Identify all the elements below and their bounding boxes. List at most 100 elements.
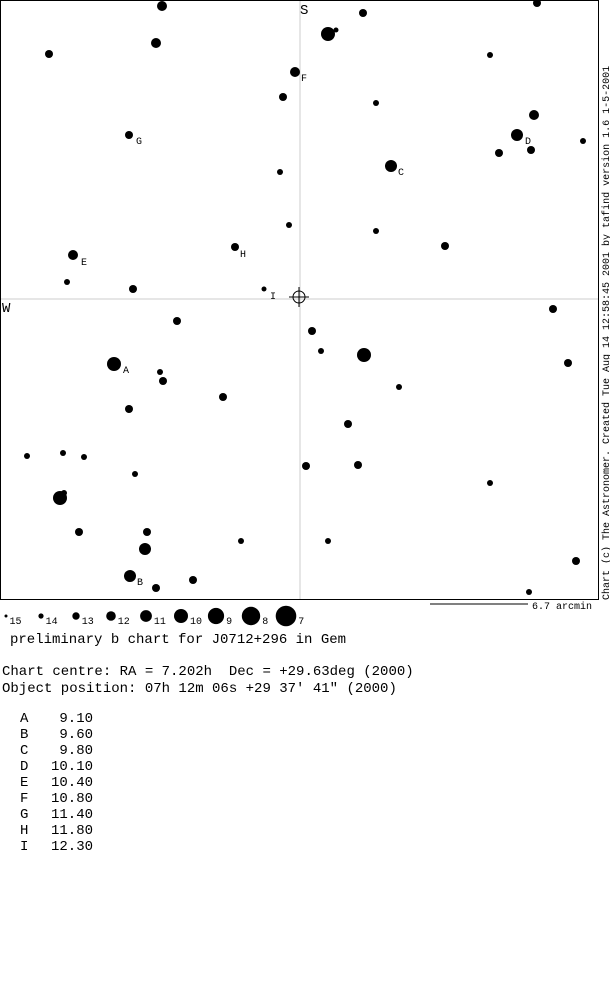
sequence-mag: 9.60 bbox=[59, 727, 93, 743]
legend-dot bbox=[72, 612, 80, 620]
star bbox=[124, 570, 136, 582]
star bbox=[396, 384, 402, 390]
star bbox=[151, 38, 161, 48]
star bbox=[24, 453, 30, 459]
star bbox=[61, 490, 67, 496]
legend-dot bbox=[275, 605, 297, 627]
star bbox=[321, 27, 335, 41]
star bbox=[75, 528, 83, 536]
star bbox=[580, 138, 586, 144]
star-label: F bbox=[301, 74, 307, 85]
star bbox=[152, 584, 160, 592]
star bbox=[527, 146, 535, 154]
star-label: C bbox=[398, 168, 404, 179]
legend-dot bbox=[140, 610, 152, 622]
legend-dot bbox=[38, 613, 44, 619]
star bbox=[526, 589, 532, 595]
star bbox=[139, 543, 151, 555]
star bbox=[189, 576, 197, 584]
sequence-id: I bbox=[20, 839, 28, 855]
star bbox=[354, 461, 362, 469]
star bbox=[441, 242, 449, 250]
star bbox=[107, 357, 121, 371]
star bbox=[511, 129, 523, 141]
legend-label: 9 bbox=[226, 617, 232, 628]
star bbox=[143, 528, 151, 536]
chart-centre: Chart centre: RA = 7.202h Dec = +29.63de… bbox=[2, 664, 414, 680]
star bbox=[564, 359, 572, 367]
sequence-mag: 9.10 bbox=[59, 711, 93, 727]
star-label: G bbox=[136, 137, 142, 148]
magnitude-legend: 15 14 13 12 11 10 9 8 7 bbox=[4, 605, 304, 628]
sequence-mag: 9.80 bbox=[59, 743, 93, 759]
object-position: Object position: 07h 12m 06s +29 37′ 41"… bbox=[2, 681, 397, 697]
title: preliminary b chart for J0712+296 in Gem bbox=[10, 632, 346, 648]
sequence-mag: 12.30 bbox=[51, 839, 93, 855]
sequence-id: E bbox=[20, 775, 28, 791]
star bbox=[373, 100, 379, 106]
star bbox=[373, 228, 379, 234]
star bbox=[308, 327, 316, 335]
star bbox=[549, 305, 557, 313]
star-label: D bbox=[525, 137, 531, 148]
sequence-id: H bbox=[20, 823, 28, 839]
sequence-mag: 10.40 bbox=[51, 775, 93, 791]
sequence-id: C bbox=[20, 743, 28, 759]
star bbox=[157, 1, 167, 11]
sequence-id: A bbox=[20, 711, 29, 727]
star bbox=[572, 557, 580, 565]
legend-label: 10 bbox=[190, 617, 202, 628]
legend-dot bbox=[207, 607, 225, 625]
sequence-id: G bbox=[20, 807, 28, 823]
star bbox=[495, 149, 503, 157]
chart-frame bbox=[0, 0, 599, 600]
star-label: H bbox=[240, 250, 246, 261]
sequence-id: D bbox=[20, 759, 28, 775]
sequence-mag: 10.10 bbox=[51, 759, 93, 775]
sequence-table: A 9.10 B 9.60 C 9.80 D 10.10 E 10.40 F 10.80 G 11.40 H… bbox=[20, 711, 93, 855]
star bbox=[357, 348, 371, 362]
star bbox=[318, 348, 324, 354]
star bbox=[533, 0, 541, 7]
sequence-id: F bbox=[20, 791, 28, 807]
legend-dot bbox=[106, 611, 116, 621]
legend-dot bbox=[4, 614, 8, 618]
sequence-mag: 11.80 bbox=[51, 823, 93, 839]
star-label: I bbox=[270, 292, 276, 303]
legend-label: 12 bbox=[118, 617, 130, 628]
star bbox=[487, 480, 493, 486]
target-marker bbox=[289, 287, 309, 307]
star bbox=[159, 377, 167, 385]
star-label: A bbox=[123, 366, 129, 377]
legend-label: 14 bbox=[46, 617, 58, 628]
legend-dot bbox=[174, 609, 188, 623]
star bbox=[529, 110, 539, 120]
star bbox=[344, 420, 352, 428]
legend-label: 7 bbox=[298, 617, 304, 628]
star bbox=[231, 243, 239, 251]
star bbox=[261, 286, 267, 292]
star bbox=[279, 93, 287, 101]
legend-label: 13 bbox=[82, 617, 94, 628]
top-direction: S bbox=[300, 3, 308, 19]
star bbox=[45, 50, 53, 58]
star bbox=[487, 52, 493, 58]
stars bbox=[24, 0, 586, 595]
star bbox=[81, 454, 87, 460]
star bbox=[286, 222, 292, 228]
legend-dot bbox=[241, 606, 261, 626]
star bbox=[129, 285, 137, 293]
star bbox=[68, 250, 78, 260]
star-labels: A B C D E F G H I bbox=[81, 74, 531, 589]
star bbox=[325, 538, 331, 544]
star bbox=[238, 538, 244, 544]
star bbox=[60, 450, 66, 456]
star bbox=[132, 471, 138, 477]
star-label: B bbox=[137, 578, 143, 589]
star bbox=[219, 393, 227, 401]
left-direction: W bbox=[2, 301, 11, 317]
star bbox=[157, 369, 163, 375]
legend-label: 8 bbox=[262, 617, 268, 628]
star bbox=[125, 131, 133, 139]
